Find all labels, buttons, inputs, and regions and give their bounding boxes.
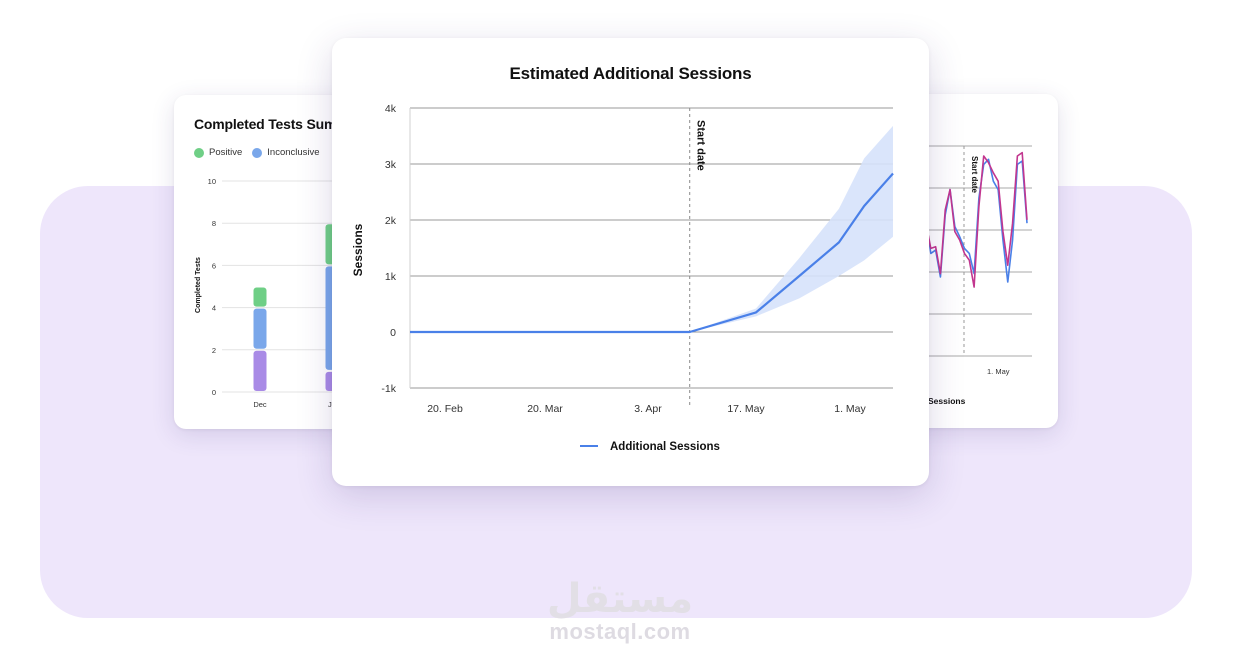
estimated-sessions-card: Estimated Additional Sessions -1k 0 1k 2k 3k…: [332, 38, 929, 486]
y-tick-label: 4k: [385, 103, 397, 115]
legend-label-inconclusive: Inconclusive: [267, 147, 320, 158]
watermark-latin: mostaql.com: [549, 619, 691, 644]
bar-y-tick-label: 10: [208, 177, 216, 186]
completed-tests-title: Completed Tests Sum: [194, 116, 337, 132]
series-line-additional-sessions: [410, 172, 894, 334]
bar-y-axis-label: Completed Tests: [195, 257, 202, 313]
start-date-label: Start date: [970, 156, 979, 193]
bar-category-label: Dec: [253, 400, 267, 409]
x-tick-label: 3. Apr: [634, 403, 662, 415]
x-tick-label: 17. May: [727, 403, 765, 415]
sessions-comparison-chart: Start date ay 1. May Sessions: [896, 145, 1032, 406]
bar-y-tick-label: 4: [212, 304, 216, 313]
positive-legend-dot: [194, 147, 204, 158]
legend-label-additional-sessions[interactable]: Additional Sessions: [610, 441, 720, 453]
bar-y-tick-label: 6: [212, 261, 216, 270]
confidence-band: [410, 125, 893, 332]
right-tick-label-may: 1. May: [987, 367, 1010, 376]
right-series-line-magenta: [925, 151, 1028, 288]
bar-segment: [253, 350, 267, 391]
x-tick-label: 1. May: [834, 403, 866, 415]
watermark: مستقل mostaql.com: [520, 578, 720, 644]
bar-segment: [253, 308, 267, 349]
bar-y-tick-label: 8: [212, 219, 216, 228]
estimated-sessions-chart: -1k 0 1k 2k 3k 4k Start date 20. Feb 20. Mar 3.…: [351, 103, 894, 453]
bar-segment: [253, 287, 267, 307]
y-tick-label: 0: [390, 327, 396, 339]
legend-label-positive: Positive: [209, 147, 243, 158]
x-tick-label: 20. Feb: [427, 403, 463, 415]
inconclusive-legend-dot: [252, 147, 263, 158]
bar-y-tick-label: 2: [212, 346, 216, 355]
y-axis-label: Sessions: [351, 223, 365, 276]
y-tick-label: -1k: [381, 383, 396, 395]
start-date-label: Start date: [695, 120, 707, 171]
y-tick-label: 2k: [385, 215, 397, 227]
x-tick-label: 20. Mar: [527, 403, 563, 415]
watermark-arabic: مستقل: [546, 576, 694, 622]
right-x-axis-label: Sessions: [928, 396, 966, 406]
legend-item-positive[interactable]: Positive: [194, 147, 242, 158]
completed-tests-legend: Positive Inconclusive: [194, 147, 320, 158]
y-tick-label: 1k: [385, 271, 397, 283]
y-tick-label: 3k: [385, 159, 397, 171]
chart-title: Estimated Additional Sessions: [509, 64, 752, 83]
bar-y-tick-label: 0: [212, 388, 216, 397]
legend-item-inconclusive[interactable]: Inconclusive: [252, 147, 320, 158]
